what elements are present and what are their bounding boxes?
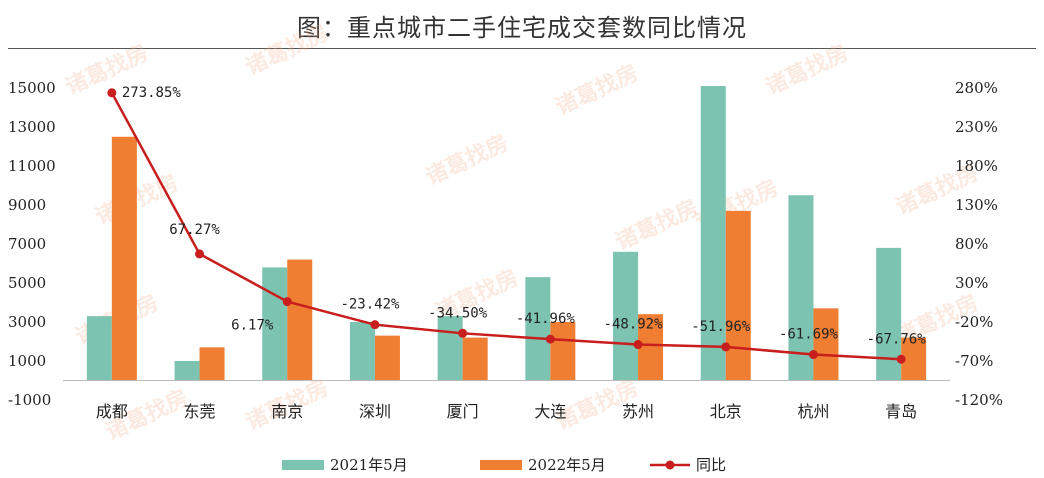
right-tick-label: 80%	[955, 235, 988, 253]
legend-swatch	[480, 460, 522, 470]
category-label: 大连	[534, 402, 566, 421]
bar-2021	[700, 86, 726, 381]
bar-2021	[788, 195, 814, 381]
right-tick-label: 130%	[955, 196, 998, 214]
bar-2021	[174, 361, 200, 381]
left-tick-label: 7000	[8, 235, 46, 253]
watermark-text: 诸葛找房	[612, 195, 703, 256]
yoy-data-label: 273.85%	[122, 85, 182, 101]
yoy-point	[370, 320, 380, 330]
bar-2022	[287, 259, 313, 381]
right-tick-label: -20%	[955, 313, 993, 331]
category-label: 厦门	[447, 402, 479, 421]
yoy-data-label: 6.17%	[231, 318, 274, 334]
watermark-text: 诸葛找房	[242, 20, 333, 81]
category-label: 杭州	[797, 402, 829, 421]
right-tick-label: 280%	[955, 79, 998, 97]
watermark-text: 诸葛找房	[422, 130, 513, 191]
yoy-data-label: -61.69%	[779, 327, 839, 343]
bar-2021	[349, 322, 375, 381]
yoy-data-label: -41.96%	[516, 311, 576, 327]
left-tick-label: 5000	[8, 274, 46, 292]
bar-2022	[725, 210, 751, 381]
left-tick-label: 9000	[8, 196, 46, 214]
bar-2021	[86, 316, 112, 381]
category-label: 北京	[710, 402, 742, 421]
bar-2022	[550, 322, 576, 381]
yoy-data-label: -23.42%	[340, 297, 400, 313]
title-divider	[8, 48, 1036, 49]
bar-2021	[262, 267, 288, 381]
left-axis: -1000 1000 3000 5000 7000 9000 11000 13000 15000	[8, 79, 56, 409]
yoy-point	[633, 340, 643, 350]
yoy-point	[195, 249, 205, 259]
category-label: 苏州	[622, 402, 654, 421]
bar-2021	[613, 251, 639, 381]
left-tick-label: 3000	[8, 313, 46, 331]
yoy-point	[808, 350, 818, 360]
yoy-data-label: 67.27%	[169, 222, 220, 238]
left-tick-label: 15000	[8, 79, 56, 97]
yoy-point	[458, 328, 468, 338]
x-axis: 成都 东莞 南京 深圳 厦门 大连 苏州 北京 杭州 青岛	[96, 402, 917, 421]
legend-label: 2022年5月	[528, 456, 606, 474]
yoy-data-label: -67.76%	[867, 331, 927, 347]
bar-2022	[199, 347, 225, 381]
category-label: 成都	[96, 402, 128, 421]
right-axis: -120% -70% -20% 30% 80% 130% 180% 230% 280%	[955, 79, 1003, 409]
bar-2022	[638, 314, 664, 381]
right-tick-label: -120%	[955, 391, 1003, 409]
left-tick-label: 13000	[8, 118, 56, 136]
category-label: 青岛	[885, 402, 917, 421]
watermark-text: 诸葛找房	[762, 40, 853, 101]
right-tick-label: 230%	[955, 118, 998, 136]
right-tick-label: 30%	[955, 274, 988, 292]
right-tick-label: -70%	[955, 352, 993, 370]
bar-2022	[813, 308, 839, 381]
legend-marker	[665, 460, 675, 470]
yoy-point	[282, 297, 292, 307]
yoy-data-label: -34.50%	[428, 305, 488, 321]
chart-title: 图：重点城市二手住宅成交套数同比情况	[297, 14, 747, 42]
yoy-line	[110, 92, 902, 361]
left-tick-label: -1000	[8, 391, 51, 409]
yoy-data-label: -51.96%	[691, 319, 751, 335]
yoy-point	[107, 88, 117, 98]
category-label: 深圳	[359, 402, 391, 421]
legend-swatch	[282, 460, 324, 470]
yoy-data-label: -48.92%	[604, 317, 664, 333]
yoy-point	[721, 342, 731, 352]
yoy-point	[545, 334, 555, 344]
bar-2021	[525, 277, 551, 381]
bar-2022	[374, 335, 400, 381]
right-tick-label: 180%	[955, 157, 998, 175]
watermark-text: 诸葛找房	[552, 60, 643, 121]
yoy-point	[896, 354, 906, 364]
legend: 2021年5月 2022年5月 同比	[282, 456, 726, 474]
left-tick-label: 11000	[8, 157, 56, 175]
bars-layer	[86, 86, 927, 381]
yoy-line-layer: 273.85% 67.27% 6.17% -23.42% -34.50% -41.96% -…	[107, 85, 926, 364]
bar-2022	[111, 136, 137, 381]
category-label: 东莞	[184, 402, 216, 421]
legend-label: 同比	[696, 456, 726, 474]
category-label: 南京	[271, 402, 303, 421]
left-tick-label: 1000	[8, 352, 46, 370]
bar-2022	[462, 337, 488, 381]
bar-2021	[437, 316, 463, 381]
legend-label: 2021年5月	[330, 456, 408, 474]
